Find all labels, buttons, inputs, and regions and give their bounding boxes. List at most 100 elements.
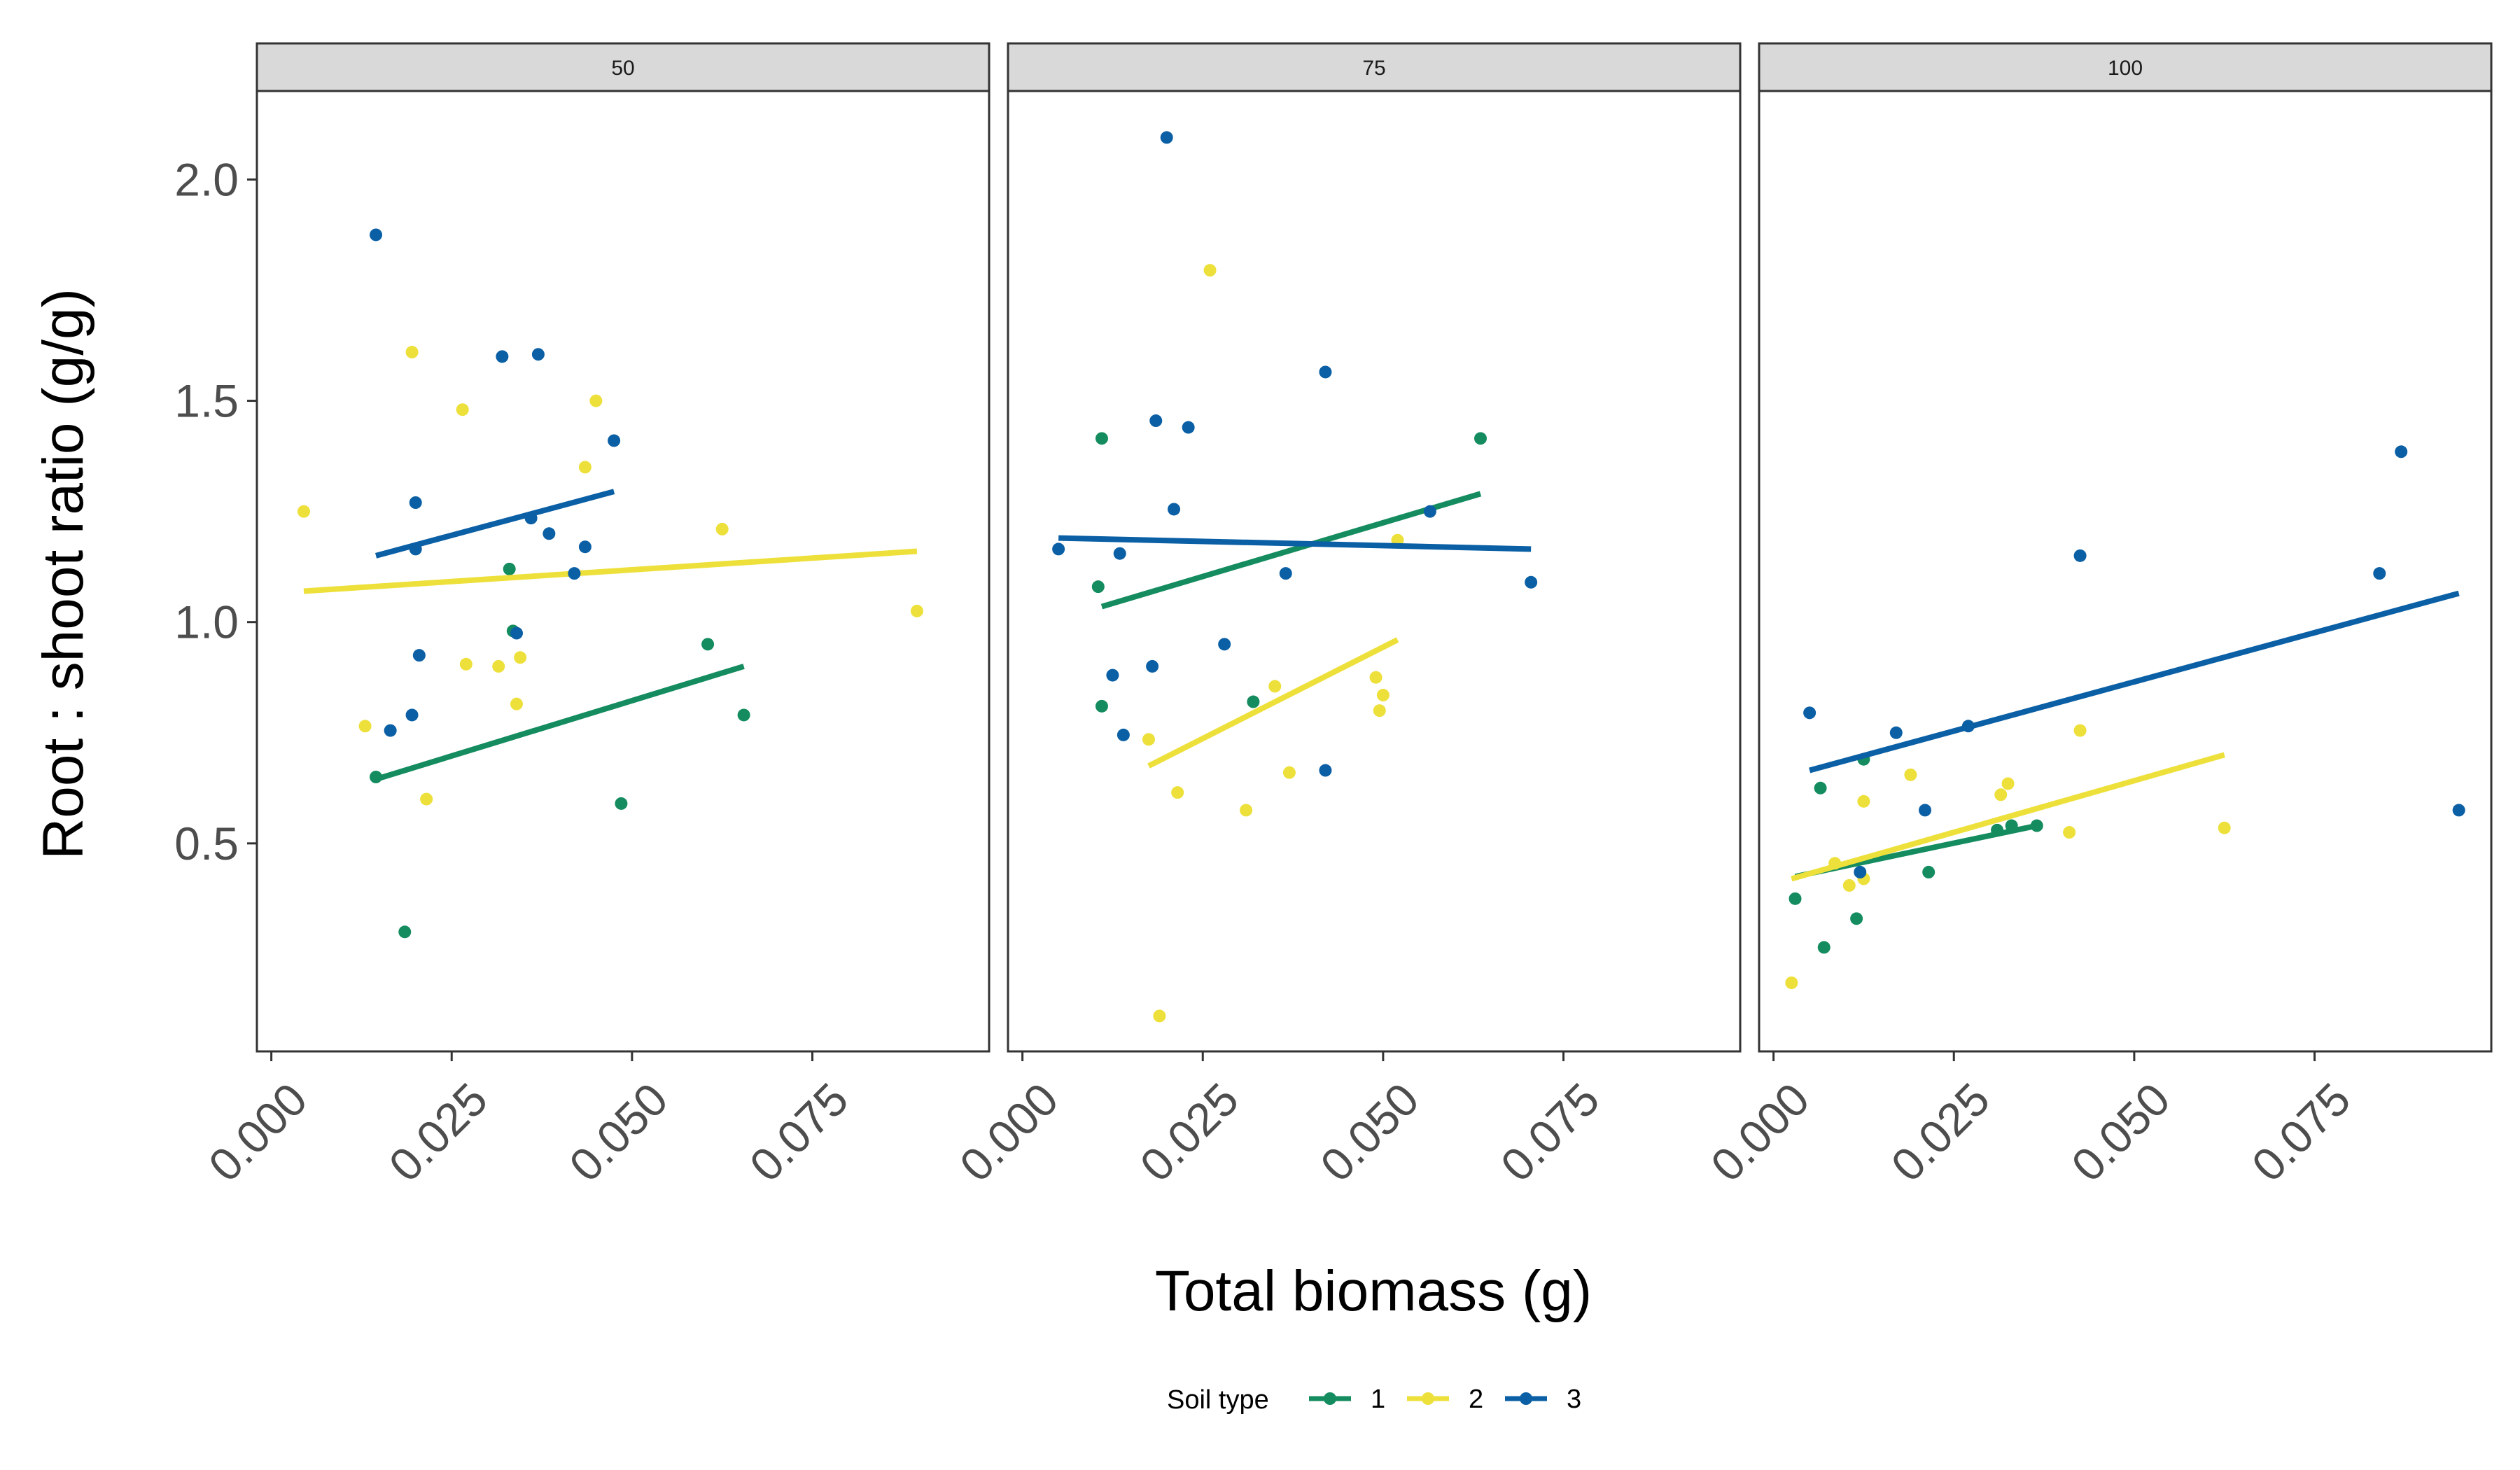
data-point-soil-2 — [715, 522, 729, 536]
data-point-soil-1 — [1814, 781, 1827, 794]
data-point-soil-1 — [503, 562, 516, 575]
x-tick-label: 0.025 — [379, 1073, 497, 1191]
series-soil-3 — [1803, 445, 2465, 878]
trend-line-soil-1 — [374, 664, 745, 782]
legend-label: 2 — [1469, 1385, 1483, 1414]
x-tick-label: 0.050 — [2062, 1073, 2180, 1191]
data-point-soil-3 — [531, 348, 545, 361]
data-point-soil-2 — [358, 720, 372, 733]
data-point-soil-2 — [2073, 724, 2087, 737]
data-point-soil-3 — [2395, 445, 2408, 458]
data-point-soil-2 — [1142, 733, 1155, 746]
data-point-soil-3 — [568, 567, 581, 580]
y-tick-label: 1.5 — [174, 375, 239, 427]
data-point-soil-3 — [1116, 728, 1130, 741]
data-point-soil-3 — [2373, 567, 2386, 580]
data-point-soil-1 — [737, 708, 750, 722]
facet-panel-75: 75 0.000 0.025 0.050 0.075 — [950, 42, 1742, 1191]
trend-line-soil-2 — [1791, 752, 2225, 882]
data-point-soil-2 — [456, 403, 469, 416]
data-point-soil-2 — [2001, 777, 2015, 790]
legend-entry-1: 1 — [1309, 1385, 1385, 1414]
x-tick-label: 0.050 — [1310, 1073, 1429, 1191]
data-point-soil-3 — [1961, 720, 1975, 733]
data-point-soil-3 — [1803, 706, 1816, 720]
legend-entry-2: 2 — [1407, 1385, 1483, 1414]
trend-line-soil-3 — [1809, 590, 2460, 774]
data-point-soil-3 — [1919, 804, 1932, 817]
data-point-soil-3 — [524, 512, 538, 525]
data-point-soil-2 — [514, 651, 527, 664]
data-point-soil-3 — [1423, 505, 1436, 518]
data-point-soil-2 — [420, 792, 433, 806]
data-point-soil-1 — [398, 925, 412, 939]
facet-panel-100: 100 0.000 0.025 0.050 0.075 — [1701, 42, 2493, 1191]
facet-plot-area — [1007, 90, 1742, 1053]
data-point-soil-2 — [1282, 766, 1296, 779]
data-point-soil-3 — [1854, 865, 1867, 878]
data-point-soil-2 — [910, 604, 923, 617]
data-point-soil-2 — [1994, 788, 2008, 802]
y-tick-label: 2.0 — [174, 153, 239, 205]
data-point-soil-3 — [2452, 804, 2465, 817]
data-point-soil-3 — [1146, 659, 1159, 673]
y-axis-title: Root : shoot ratio (g/g) — [31, 288, 95, 860]
data-point-soil-3 — [608, 434, 621, 447]
series-soil-3 — [370, 228, 621, 737]
data-point-soil-3 — [1319, 365, 1332, 379]
data-point-soil-3 — [412, 649, 426, 662]
data-point-soil-3 — [578, 540, 592, 554]
series-soil-3 — [1052, 131, 1538, 777]
data-point-soil-3 — [370, 228, 383, 241]
data-point-soil-3 — [405, 708, 419, 722]
data-point-soil-2 — [1268, 680, 1282, 693]
series-soil-2 — [297, 346, 923, 806]
facet-strip — [1007, 42, 1742, 92]
data-point-soil-3 — [1279, 567, 1292, 580]
data-point-soil-3 — [409, 496, 422, 509]
data-point-soil-1 — [1095, 432, 1108, 445]
data-point-soil-2 — [1857, 794, 1870, 808]
facet-strip — [255, 42, 990, 92]
data-point-soil-2 — [1828, 857, 1842, 870]
data-point-soil-1 — [1474, 432, 1488, 445]
data-point-soil-2 — [1785, 976, 1798, 989]
data-point-soil-2 — [459, 657, 472, 671]
data-point-soil-3 — [1168, 503, 1181, 516]
x-tick-label: 0.025 — [1881, 1073, 1999, 1191]
y-tick-label: 1.0 — [174, 596, 239, 648]
data-point-soil-3 — [1113, 547, 1126, 560]
data-point-soil-3 — [1052, 542, 1065, 556]
legend-key-point — [1324, 1392, 1336, 1405]
data-point-soil-3 — [1149, 414, 1163, 428]
data-point-soil-1 — [1850, 912, 1863, 925]
legend-key-point — [1520, 1392, 1532, 1405]
data-point-soil-3 — [1319, 764, 1332, 777]
y-tick-label: 0.5 — [174, 818, 239, 869]
facet-plot-area — [1758, 90, 2493, 1053]
data-point-soil-2 — [297, 505, 310, 518]
legend-key-point — [1422, 1392, 1434, 1405]
series-soil-2 — [1785, 724, 2231, 989]
data-point-soil-3 — [384, 724, 397, 737]
facet-strip-label: 50 — [611, 57, 634, 80]
data-point-soil-2 — [1153, 1009, 1166, 1023]
trend-line-soil-1 — [1100, 491, 1482, 610]
series-soil-2 — [1142, 264, 1404, 1023]
legend: Soil type 1 2 3 — [1167, 1385, 1581, 1415]
trend-line-soil-2 — [1147, 637, 1399, 769]
facet-panel-50: 50 0.5 1.0 1.5 2.0 0.000 0.025 0.050 0.075 — [174, 42, 990, 1191]
data-point-soil-1 — [1247, 695, 1260, 708]
x-tick-label: 0.050 — [559, 1073, 678, 1191]
data-point-soil-1 — [2005, 819, 2018, 832]
x-tick-label: 0.000 — [199, 1073, 317, 1191]
x-tick-label: 0.075 — [1490, 1073, 1609, 1191]
legend-label: 3 — [1567, 1385, 1581, 1414]
data-point-soil-3 — [409, 542, 422, 556]
data-point-soil-1 — [701, 638, 715, 651]
data-point-soil-2 — [2063, 826, 2076, 839]
data-point-soil-1 — [615, 797, 628, 810]
x-tick-label: 0.075 — [2241, 1073, 2360, 1191]
